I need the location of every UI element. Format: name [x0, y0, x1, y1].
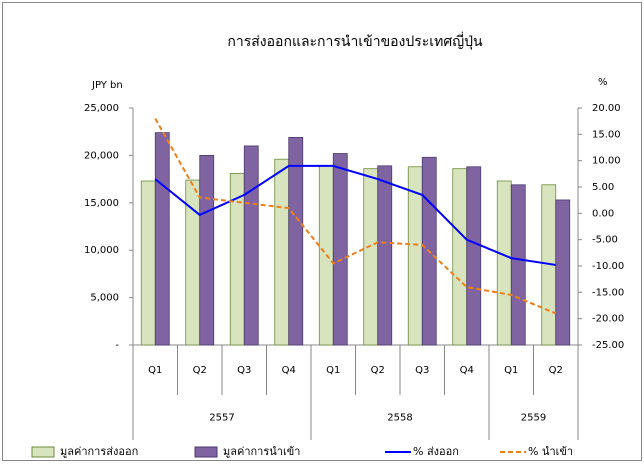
- bar: [140, 180, 156, 346]
- legend-swatch: [31, 446, 55, 458]
- bar: [555, 199, 571, 346]
- y2-tick-label: 20.00: [592, 103, 621, 114]
- legend-label: % ส่งออก: [413, 445, 459, 458]
- y2-tick-label: 15.00: [592, 129, 621, 140]
- bar: [466, 166, 482, 346]
- y2-axis-label: %: [598, 77, 608, 88]
- x-tick-label: Q3: [415, 365, 429, 376]
- y2-tick-label: -15.00: [592, 287, 624, 298]
- y-tick-label: -: [115, 340, 119, 351]
- legend-label: มูลค่าการส่งออก: [60, 445, 138, 458]
- y-axis-label: JPY bn: [91, 80, 123, 91]
- bar: [288, 136, 304, 346]
- legend-label: มูลค่าการนำเข้า: [223, 445, 300, 458]
- y-tick-label: 15,000: [84, 198, 119, 209]
- y-tick-label: 25,000: [84, 103, 119, 114]
- bar: [363, 168, 379, 346]
- bar: [243, 145, 259, 346]
- x-tick-label: Q1: [504, 365, 518, 376]
- x-tick-label: Q4: [460, 365, 474, 376]
- bar: [377, 165, 393, 346]
- x-tick-label: Q2: [549, 365, 563, 376]
- x-tick-label: Q2: [371, 365, 385, 376]
- y2-tick-label: -25.00: [592, 340, 624, 351]
- bar: [274, 158, 290, 346]
- group-label: 2558: [387, 413, 412, 424]
- chart-title: การส่งออกและการนำเข้าของประเทศญี่ปุ่น: [227, 32, 483, 50]
- legend-label: % นำเข้า: [528, 445, 573, 458]
- x-tick-label: Q2: [193, 365, 207, 376]
- y2-tick-label: 10.00: [592, 156, 621, 167]
- y-tick-label: 20,000: [84, 150, 119, 161]
- x-tick-label: Q1: [148, 365, 162, 376]
- x-tick-label: Q3: [237, 365, 251, 376]
- y2-tick-label: 5.00: [592, 182, 614, 193]
- legend-swatch: [194, 446, 218, 458]
- bar: [332, 153, 348, 346]
- x-tick-label: Q1: [326, 365, 340, 376]
- y2-tick-label: -10.00: [592, 261, 624, 272]
- bar: [154, 132, 170, 346]
- group-label: 2557: [209, 413, 234, 424]
- line-series: [154, 118, 557, 315]
- x-tick-label: Q4: [282, 365, 296, 376]
- y2-tick-label: 0.00: [592, 208, 614, 219]
- y2-tick-label: -20.00: [592, 314, 624, 325]
- y-tick-label: 5,000: [90, 293, 119, 304]
- bar: [496, 180, 512, 346]
- bar: [510, 184, 526, 346]
- y-tick-label: 10,000: [84, 245, 119, 256]
- bar: [229, 173, 245, 346]
- bar: [199, 154, 215, 346]
- bar: [452, 168, 468, 346]
- group-label: 2559: [521, 413, 546, 424]
- y2-tick-label: -5.00: [592, 235, 618, 246]
- line-series: [154, 164, 556, 266]
